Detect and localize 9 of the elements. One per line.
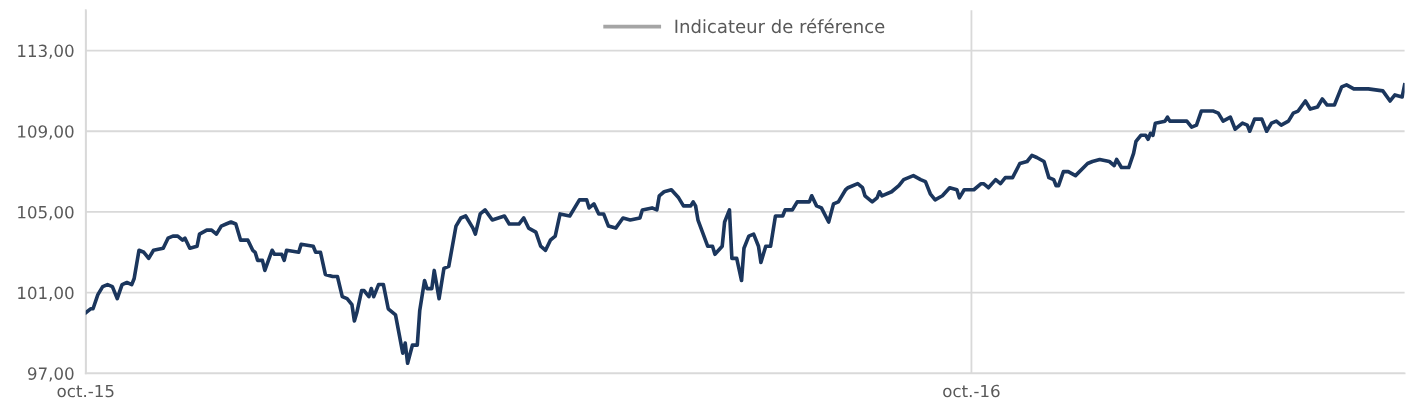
legend-label: Indicateur de référence (675, 18, 885, 34)
y-tick-label: 105,00 (18, 205, 74, 221)
line-series (85, 83, 1405, 366)
y-tick-label: 113,00 (18, 44, 74, 59)
x-tick-label: oct.-16 (943, 384, 1000, 398)
x-tick-label: oct.-15 (57, 384, 114, 398)
y-tick-label: 97,00 (27, 367, 74, 382)
y-tick-label: 109,00 (18, 125, 74, 140)
y-tick-label: 101,00 (18, 286, 74, 301)
